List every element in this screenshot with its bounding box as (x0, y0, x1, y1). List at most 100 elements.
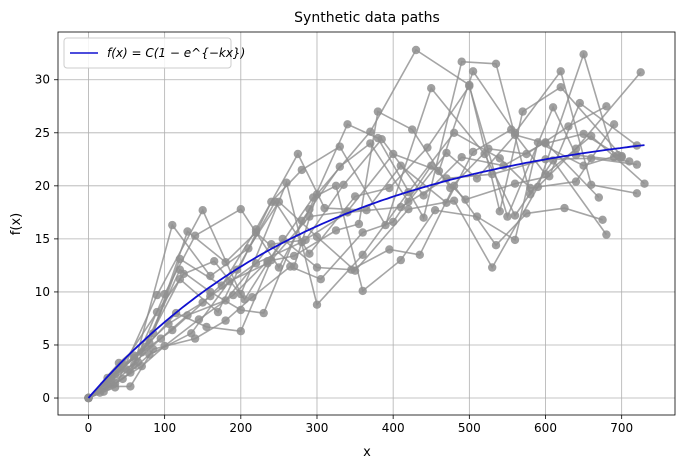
data-point (587, 131, 596, 141)
data-point (339, 180, 348, 189)
data-point (533, 182, 543, 192)
data-path (84, 98, 642, 403)
data-point (168, 220, 177, 230)
data-point (430, 206, 440, 215)
data-point (472, 174, 482, 183)
y-tick-label: 15 (35, 232, 50, 246)
data-point (213, 307, 223, 317)
data-point (522, 149, 531, 159)
data-point (495, 207, 504, 216)
x-tick-label: 300 (306, 421, 329, 435)
data-point (408, 125, 417, 134)
data-point (457, 57, 466, 66)
data-point (343, 120, 352, 129)
data-point (248, 293, 257, 302)
x-axis-label: x (363, 445, 371, 460)
data-point (202, 322, 211, 332)
data-point (579, 50, 588, 59)
data-point (491, 241, 501, 250)
data-point (613, 150, 623, 160)
data-point (594, 193, 603, 202)
data-point (354, 219, 364, 229)
x-tick-label: 100 (153, 421, 176, 435)
data-point (579, 161, 588, 170)
data-point (198, 298, 207, 307)
data-point (362, 206, 371, 215)
data-point (556, 83, 565, 92)
data-point (491, 59, 501, 68)
data-point (358, 250, 367, 259)
data-point (210, 257, 219, 266)
data-point (461, 195, 470, 204)
data-point (377, 135, 386, 144)
data-point (289, 251, 299, 261)
data-point (149, 345, 158, 354)
data-point (358, 228, 367, 237)
x-tick-label: 600 (534, 421, 557, 435)
data-point (632, 160, 642, 169)
data-point (179, 269, 188, 279)
data-point (305, 249, 314, 258)
data-point (636, 68, 645, 77)
data-path (84, 135, 603, 403)
y-tick-label: 30 (35, 73, 50, 87)
legend-label: f(x) = C(1 − e^{−kx}) (107, 46, 245, 60)
legend: f(x) = C(1 − e^{−kx}) (63, 37, 245, 69)
data-point (130, 351, 139, 360)
plot-frame (57, 31, 676, 416)
data-point (575, 98, 584, 108)
data-point (267, 240, 276, 249)
data-point (522, 209, 531, 218)
data-point (560, 203, 569, 213)
data-point (419, 213, 428, 222)
data-point (427, 161, 436, 170)
data-path-line (88, 105, 607, 399)
y-tick-label: 20 (35, 179, 50, 193)
data-point (419, 191, 428, 200)
data-point (587, 180, 596, 189)
data-point (312, 300, 322, 309)
data-point (156, 334, 165, 343)
data-point (263, 257, 272, 266)
data-point (602, 230, 611, 239)
data-point (484, 144, 493, 153)
data-point (331, 181, 341, 190)
data-path-line (87, 184, 603, 399)
data-point (347, 265, 356, 274)
data-point (468, 147, 478, 157)
data-point (598, 215, 607, 224)
data-point (350, 192, 360, 201)
data-point (510, 211, 520, 220)
data-point (385, 183, 394, 193)
data-point (190, 231, 200, 240)
data-point (385, 245, 394, 254)
data-point (312, 263, 322, 272)
data-point (488, 263, 497, 272)
data-point (640, 179, 649, 188)
data-point (442, 148, 451, 158)
data-point (602, 102, 611, 111)
data-point (126, 382, 135, 391)
data-point (427, 84, 436, 93)
data-point (556, 67, 565, 76)
fit-curve (87, 144, 645, 399)
data-path (84, 125, 649, 403)
x-tick-label: 500 (458, 421, 481, 435)
x-tick-label: 400 (382, 421, 405, 435)
data-point (625, 157, 634, 166)
y-tick-label: 5 (42, 338, 50, 352)
data-path-line (87, 128, 646, 399)
data-point (632, 189, 642, 198)
data-point (190, 334, 200, 343)
data-point (312, 232, 322, 241)
data-point (175, 254, 185, 264)
data-point (286, 262, 295, 271)
data-point (396, 255, 405, 265)
data-point (331, 226, 341, 235)
data-point (510, 235, 520, 245)
data-point (305, 212, 314, 221)
data-point (297, 216, 306, 225)
data-point (415, 250, 424, 259)
data-point (259, 308, 268, 318)
